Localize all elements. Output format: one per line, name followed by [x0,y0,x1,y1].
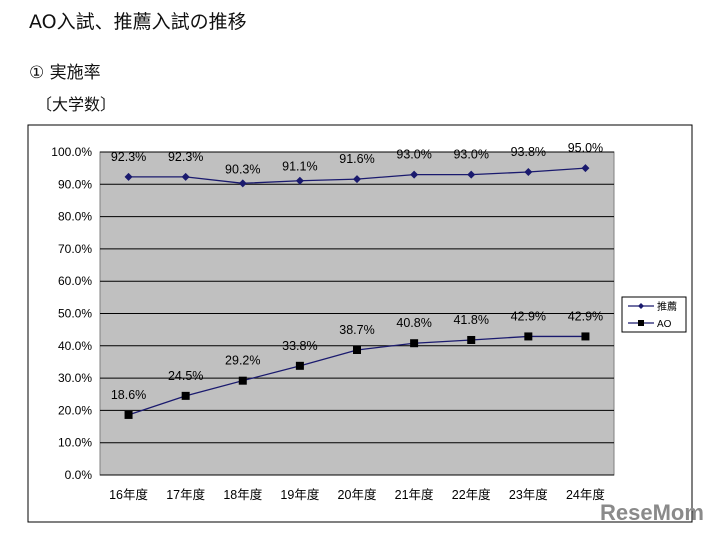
data-point-square [181,391,190,400]
data-label: 93.0% [453,148,488,162]
data-label: 33.8% [282,339,317,353]
y-tick-label: 30.0% [58,371,92,385]
y-tick-label: 40.0% [58,339,92,353]
legend-label: 推薦 [657,300,677,313]
x-tick-label: 18年度 [223,487,262,502]
unit-label: 〔大学数〕 [36,95,117,114]
legend-box [621,296,687,333]
y-tick-label: 70.0% [58,242,92,256]
data-point-diamond [295,176,304,185]
y-tick-label: 90.0% [58,177,92,191]
data-point-square [467,335,476,344]
data-point-square [295,361,304,370]
data-point-diamond [524,168,533,177]
data-point-diamond [353,175,361,184]
data-point-diamond [124,172,133,181]
section-subtitle: ① 実施率 [29,63,101,83]
legend-label: AO [657,319,672,330]
y-tick-label: 100.0% [51,145,92,159]
data-label: 29.2% [225,354,260,368]
data-point-square [410,339,419,348]
data-label: 93.8% [511,145,546,159]
data-label: 42.9% [511,309,546,323]
x-tick-label: 24年度 [566,487,605,502]
data-point-square [124,410,133,419]
legend-diamond-icon [638,303,644,309]
data-point-square [581,332,590,341]
y-tick-label: 0.0% [65,468,93,482]
y-tick-label: 10.0% [58,436,92,450]
x-tick-label: 23年度 [509,487,548,502]
x-tick-label: 16年度 [109,487,148,502]
data-label: 93.0% [396,148,431,162]
x-tick-label: 20年度 [338,487,377,502]
data-label: 92.3% [168,150,203,164]
data-label: 38.7% [339,323,374,337]
data-label: 91.1% [282,160,317,174]
data-point-diamond [181,172,190,181]
data-point-square [238,376,247,385]
legend-square-icon [638,320,644,326]
data-label: 24.5% [168,369,203,383]
data-point-square [353,345,361,354]
data-label: 40.8% [396,316,431,330]
y-tick-label: 80.0% [58,210,92,224]
x-tick-label: 22年度 [452,487,491,502]
data-point-diamond [410,170,419,179]
page-title: AO入試、推薦入試の推移 [29,11,247,33]
data-label: 41.8% [453,313,488,327]
y-tick-label: 20.0% [58,403,92,417]
y-tick-label: 50.0% [58,307,92,321]
x-tick-label: 21年度 [395,487,434,502]
data-point-diamond [581,164,590,173]
data-label: 18.6% [111,388,146,402]
data-point-diamond [467,170,476,179]
watermark-logo: ReseMom [600,500,704,525]
x-tick-label: 17年度 [166,487,205,502]
data-label: 42.9% [568,309,603,323]
data-point-square [524,332,533,341]
data-point-diamond [238,179,247,188]
data-label: 90.3% [225,162,260,176]
data-label: 92.3% [111,150,146,164]
y-tick-label: 60.0% [58,274,92,288]
x-tick-label: 19年度 [280,487,319,502]
data-label: 95.0% [568,141,603,155]
data-label: 91.6% [339,152,374,166]
